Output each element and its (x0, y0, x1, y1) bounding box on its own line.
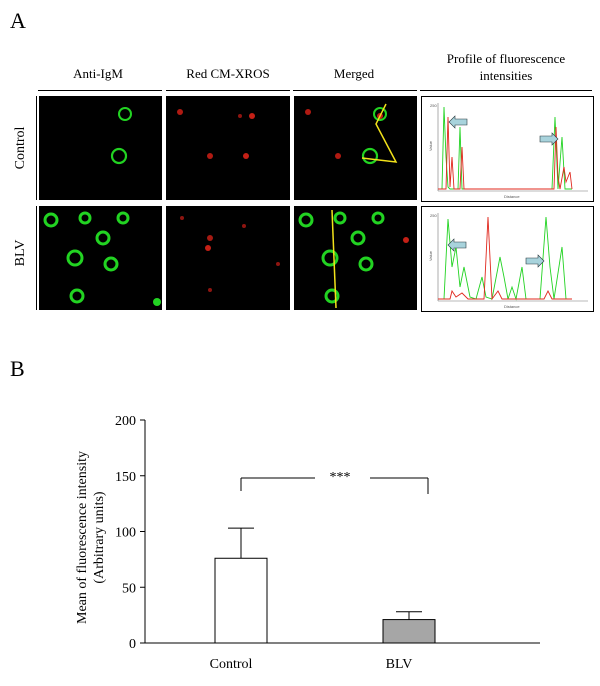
green-cell (361, 147, 379, 165)
panel-b-letter: B (10, 356, 25, 381)
green-cell (103, 256, 119, 272)
category-label-blv: BLV (386, 657, 413, 672)
profile-y-label: Value (428, 140, 433, 151)
bar-blv (382, 619, 436, 644)
profile-blv: 250 Value Distance (421, 206, 594, 312)
green-cell (321, 249, 339, 267)
right-arrow-icon (539, 132, 559, 146)
y-tick-label: 50 (122, 581, 136, 596)
micrograph-control-merged (294, 96, 417, 200)
micrograph-control-red (166, 96, 290, 200)
red-cell (207, 235, 213, 241)
green-cell (324, 288, 340, 304)
row-bracket (36, 206, 37, 310)
right-arrow-icon (525, 254, 545, 268)
green-cell (333, 211, 347, 225)
profile-red-trace (438, 116, 573, 190)
profile-x-label: Distance (504, 304, 520, 309)
green-cell (43, 212, 59, 228)
y-axis-label: Mean of fluorescence intensity (Arbitrary… (75, 451, 107, 624)
green-cell (298, 212, 314, 228)
green-cell (116, 211, 130, 225)
column-header-anti-igm: Anti-IgM (73, 66, 123, 81)
red-cell (205, 245, 211, 251)
header-underline (293, 90, 417, 91)
red-cell (335, 153, 341, 159)
left-arrow-icon (447, 238, 467, 252)
micrograph-blv-merged (294, 206, 417, 310)
profile-control: 250 Value Distance (421, 96, 594, 202)
y-axis-label-line: (Arbitrary units) (92, 491, 107, 583)
y-tick-label: 0 (129, 637, 136, 652)
profile-x-label: Distance (504, 194, 520, 199)
micrograph-blv-red (166, 206, 290, 310)
red-cell (208, 288, 212, 292)
profile-line (361, 103, 398, 163)
y-axis-label-line: Mean of fluorescence intensity (75, 451, 90, 624)
green-cell (78, 211, 92, 225)
green-cell (118, 107, 132, 121)
green-cell (371, 211, 385, 225)
red-cell (242, 224, 246, 228)
category-label-control: Control (210, 657, 253, 672)
micrograph-control-anti-igm (39, 96, 162, 200)
y-tick-label: 200 (115, 414, 136, 429)
red-cell (238, 114, 242, 118)
column-header-merged: Merged (333, 66, 375, 81)
profile-y-tick: 250 (430, 213, 437, 218)
row-bracket (36, 96, 37, 200)
y-tick-label: 150 (115, 470, 136, 485)
y-tick-label: 100 (115, 526, 136, 541)
row-label-blv: BLV (13, 239, 28, 267)
red-cell (305, 109, 311, 115)
bar-chart: 0 50 100 150 200 Mean of fluorescence intensi… (75, 414, 540, 672)
red-cell (177, 109, 183, 115)
column-header-red-cm-xros: Red CM-XROS (186, 66, 270, 81)
green-cell (69, 288, 85, 304)
red-cell (180, 216, 184, 220)
red-cell (403, 237, 409, 243)
red-cell (243, 153, 249, 159)
green-cell (153, 298, 161, 306)
profile-green-trace (438, 106, 572, 190)
left-arrow-icon (448, 115, 468, 129)
significance-marker: *** (330, 470, 351, 485)
profile-y-label: Value (428, 250, 433, 261)
header-underline (420, 90, 592, 91)
micrograph-blv-anti-igm (39, 206, 162, 310)
column-header-profile: Profile of fluorescence intensities (446, 51, 566, 83)
green-cell (373, 107, 387, 121)
panel-a-letter: A (10, 8, 26, 33)
row-label-control: Control (13, 126, 28, 170)
bar-control (214, 557, 268, 644)
green-cell (110, 147, 128, 165)
profile-red-trace (438, 216, 572, 301)
profile-y-tick: 250 (430, 103, 437, 108)
green-cell (358, 256, 374, 272)
red-cell (207, 153, 213, 159)
profile-line (331, 209, 337, 309)
green-cell (350, 230, 366, 246)
header-underline (166, 90, 290, 91)
green-cell (95, 230, 111, 246)
red-cell (249, 113, 255, 119)
profile-green-trace (438, 216, 572, 301)
green-cell (66, 249, 84, 267)
red-cell (276, 262, 280, 266)
header-underline (38, 90, 162, 91)
